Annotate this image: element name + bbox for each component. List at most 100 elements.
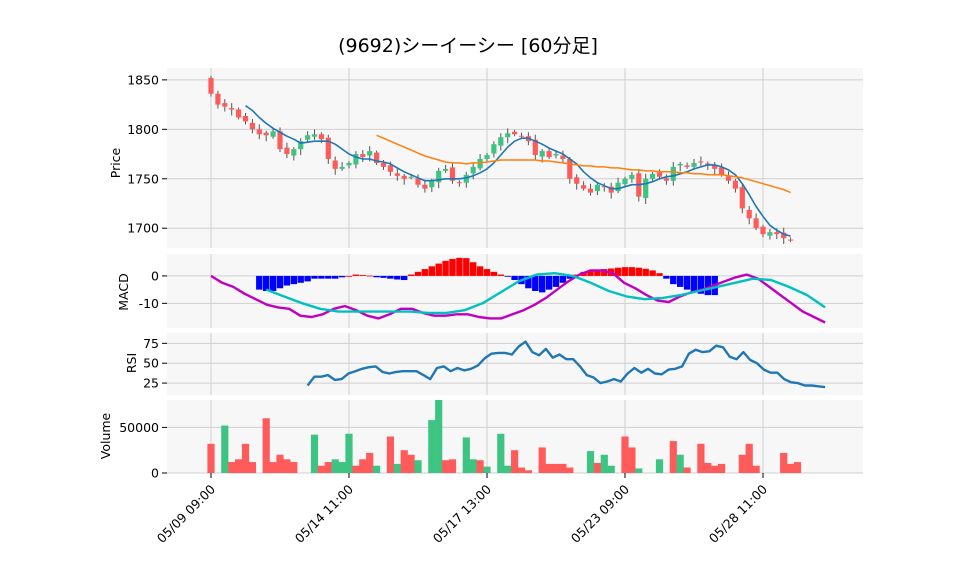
volume-bar: [621, 436, 629, 473]
volume-bar: [414, 460, 422, 473]
candle-body: [629, 174, 635, 179]
volume-bar: [276, 454, 284, 473]
candle-body: [560, 155, 566, 159]
candle-body: [339, 166, 345, 169]
macd-hist-bar: [649, 270, 656, 276]
candle-body: [415, 178, 421, 185]
macd-hist-bar: [504, 275, 511, 277]
candle-body: [208, 77, 214, 94]
candle-body: [298, 141, 304, 150]
candle-body: [518, 135, 525, 137]
candle-body: [601, 186, 607, 188]
volume-bar: [386, 436, 394, 473]
candle-body: [656, 172, 663, 177]
volume-bar: [745, 443, 753, 473]
macd-line: [210, 269, 826, 324]
macd-hist-bar: [677, 275, 684, 287]
candle-body: [587, 188, 594, 193]
macd-hist-bar: [345, 275, 353, 277]
rsi-ytick-label: 25: [143, 376, 159, 391]
volume-bar: [552, 463, 560, 473]
macd-ytick-label: 0: [151, 268, 159, 283]
volume-bar: [345, 433, 353, 473]
macd-hist-bar: [490, 271, 498, 276]
candle-body: [622, 178, 628, 185]
candle-body: [401, 175, 407, 179]
macd-hist-bar: [366, 275, 373, 277]
candle-body: [270, 131, 276, 137]
macd-hist-bar: [621, 267, 629, 276]
volume-bar: [407, 454, 415, 473]
volume-bar: [704, 462, 712, 473]
price-ytick-label: 1850: [127, 72, 159, 87]
volume-bar: [310, 434, 319, 473]
macd-ytick-label: -10: [139, 296, 159, 311]
volume-bar: [517, 467, 526, 473]
volume-bar: [524, 470, 532, 473]
macd-hist-bar: [297, 275, 304, 283]
candle-body: [539, 151, 545, 157]
chart-title: (9692)シーイーシー [60分足]: [338, 35, 598, 57]
candle-body: [429, 180, 435, 188]
candle-body: [380, 162, 387, 167]
macd-hist-bar: [428, 266, 435, 276]
rsi-ytick-label: 50: [143, 356, 159, 371]
macd-hist-bar: [332, 275, 339, 279]
candle-body: [325, 137, 331, 159]
candle-body: [332, 160, 338, 169]
candle-body: [477, 158, 483, 169]
ma-long-line: [376, 134, 791, 194]
candle-body: [318, 134, 324, 140]
volume-bar: [655, 459, 664, 473]
candle-body: [484, 155, 490, 159]
macd-hist-bar: [552, 275, 560, 287]
macd-hist-bar: [587, 270, 594, 276]
macd-hist-bar: [263, 275, 270, 291]
macd-hist-bar: [421, 269, 429, 276]
x-tick-label: 05/14 11:00: [292, 481, 356, 545]
volume-bar: [241, 443, 250, 473]
macd-hist-bar: [380, 275, 387, 278]
volume-bar: [600, 454, 608, 473]
volume-bar: [538, 447, 546, 473]
candle-body: [691, 162, 697, 167]
volume-bar: [317, 465, 325, 473]
candle-body: [470, 166, 476, 174]
volume-bar: [635, 468, 643, 473]
candle-body: [394, 173, 400, 176]
macd-hist-bar: [642, 268, 649, 276]
candle-body: [505, 133, 511, 138]
candle-body: [746, 209, 752, 219]
macd-hist-bar: [325, 275, 332, 279]
volume-bar: [207, 443, 215, 473]
candle-body: [422, 184, 428, 189]
macd-hist-bar: [407, 274, 415, 276]
candle-body: [229, 108, 235, 110]
macd-hist-bar: [497, 274, 504, 276]
candle-body: [277, 131, 283, 150]
volume-bar: [738, 454, 746, 473]
candle-body: [594, 184, 600, 192]
candle-body: [215, 93, 221, 105]
candle-body: [574, 177, 580, 184]
candle-body: [739, 187, 745, 209]
volume-bars: [207, 400, 802, 473]
volume-bar: [359, 459, 367, 473]
candle-body: [284, 147, 290, 155]
macd-hist-bar: [476, 266, 484, 276]
candle-body: [222, 103, 228, 107]
macd-hist-bar: [635, 267, 642, 276]
candle-body: [732, 180, 738, 189]
candle-body: [491, 144, 497, 154]
macd-hist-bar: [511, 275, 518, 281]
candle-body: [449, 167, 456, 181]
macd-hist-bar: [683, 275, 691, 290]
candle-body: [760, 226, 766, 235]
volume-bar: [787, 463, 795, 473]
volume-bar: [483, 466, 491, 473]
candle-body: [236, 109, 242, 118]
macd-hist-bar: [697, 275, 705, 294]
candle-body: [263, 132, 269, 136]
candle-body: [650, 173, 656, 179]
